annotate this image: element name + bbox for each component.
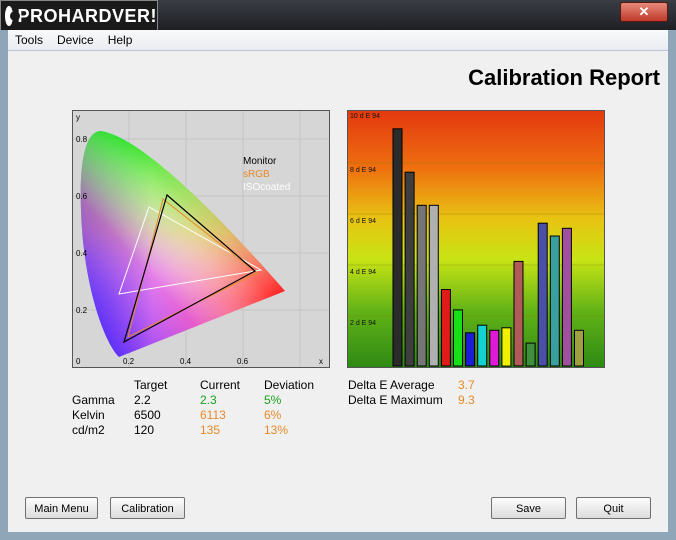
delta-e-chart-svg: 10 d E 94 8 d E 94 6 d E 94 4 d E 94 2 d… <box>348 113 604 367</box>
kelvin-deviation: 6% <box>264 408 282 422</box>
kelvin-current: 6113 <box>200 408 226 422</box>
isocoated-gamut <box>118 206 263 295</box>
delta-e-average-label: Delta E Average <box>348 378 435 392</box>
y-tick-label: 2 d E 94 <box>350 320 376 327</box>
delta-e-bar <box>549 235 560 367</box>
header-target: Target <box>134 378 168 392</box>
delta-e-bar <box>574 329 584 367</box>
legend-srgb: sRGB <box>243 169 270 180</box>
page-title: Calibration Report <box>468 65 660 90</box>
main-menu-button[interactable]: Main Menu <box>25 497 98 519</box>
delta-e-average-value: 3.7 <box>458 378 475 392</box>
gamma-label: Gamma <box>72 393 115 407</box>
kelvin-label: Kelvin <box>72 408 105 422</box>
y-tick-label: 4 d E 94 <box>350 269 376 276</box>
report-panel: Calibration Report <box>8 51 668 532</box>
gamma-current: 2.3 <box>200 393 217 407</box>
save-button[interactable]: Save <box>491 497 566 519</box>
luminance-target: 120 <box>134 423 155 437</box>
delta-e-chart: 10 d E 94 8 d E 94 6 d E 94 4 d E 94 2 d… <box>347 110 605 368</box>
close-button[interactable]: ✕ <box>620 2 668 22</box>
prohardver-logo: PROHARDVER! <box>0 0 158 32</box>
y-axis-label: y <box>76 113 80 122</box>
luminance-deviation: 13% <box>264 423 289 437</box>
logo-text: PROHARDVER! <box>17 5 157 26</box>
luminance-current: 135 <box>200 423 221 437</box>
kelvin-target: 6500 <box>134 408 161 422</box>
y-tick-label: 6 d E 94 <box>350 218 376 225</box>
delta-e-bar <box>525 342 536 367</box>
menu-device[interactable]: Device <box>57 33 94 47</box>
delta-e-bar <box>416 204 427 367</box>
x-tick-label: 0.4 <box>180 357 192 366</box>
menu-help[interactable]: Help <box>107 33 133 47</box>
delta-e-bar <box>477 324 488 367</box>
y-tick-label: 0.2 <box>76 306 88 315</box>
x-axis-label: x <box>319 357 323 366</box>
y-tick-label: 0 <box>76 357 81 366</box>
x-tick-label: 0.6 <box>237 357 249 366</box>
delta-e-bar <box>440 289 451 367</box>
legend-monitor: Monitor <box>243 156 277 167</box>
delta-e-bar <box>537 222 548 367</box>
y-tick-label: 0.6 <box>76 192 88 201</box>
header-deviation: Deviation <box>264 378 315 392</box>
spectral-locus <box>80 131 285 357</box>
cie-chromaticity-chart: y x 0.8 0.6 0.4 0.2 0 0.2 0.4 0.6 Monito… <box>72 110 330 368</box>
header-current: Current <box>200 378 241 392</box>
delta-e-bars <box>392 128 584 367</box>
delta-e-bar <box>513 260 524 367</box>
delta-e-bar <box>465 332 476 367</box>
cie-chart-svg: y x 0.8 0.6 0.4 0.2 0 0.2 0.4 0.6 Monito… <box>73 111 329 367</box>
delta-e-bar <box>404 171 415 367</box>
logo-mark-icon <box>5 6 21 26</box>
delta-e-bar <box>501 327 512 367</box>
delta-e-bar <box>428 204 439 367</box>
legend-isocoated: ISOcoated <box>243 182 290 193</box>
quit-button[interactable]: Quit <box>576 497 651 519</box>
monitor-gamut <box>123 193 257 344</box>
gamma-target: 2.2 <box>134 393 151 407</box>
y-tick-label: 8 d E 94 <box>350 167 376 174</box>
luminance-label: cd/m2 <box>72 423 105 437</box>
y-tick-label: 0.4 <box>76 249 88 258</box>
delta-e-bar <box>561 227 572 367</box>
gamma-deviation: 5% <box>264 393 282 407</box>
y-tick-label: 10 d E 94 <box>350 113 380 120</box>
delta-e-maximum-value: 9.3 <box>458 393 475 407</box>
delta-e-bar <box>453 309 463 367</box>
y-tick-label: 0.8 <box>76 135 88 144</box>
delta-e-bar <box>489 329 500 367</box>
delta-e-maximum-label: Delta E Maximum <box>348 393 443 407</box>
delta-e-grid <box>348 162 604 317</box>
x-tick-label: 0.2 <box>123 357 135 366</box>
menu-bar: Tools Device Help <box>8 30 668 51</box>
delta-e-bar <box>392 128 403 367</box>
calibration-button[interactable]: Calibration <box>110 497 185 519</box>
menu-tools[interactable]: Tools <box>15 33 44 47</box>
